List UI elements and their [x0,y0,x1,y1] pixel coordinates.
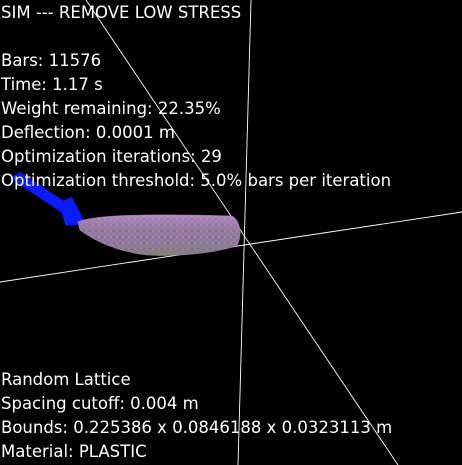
hud-title: SIM --- REMOVE LOW STRESS [1,1,241,25]
deflection-value: Deflection: 0.0001 m [1,123,175,142]
optimization-threshold: Optimization threshold: 5.0% bars per it… [1,171,392,190]
lattice-beam[interactable] [77,214,241,256]
spacing-cutoff: Spacing cutoff: 0.004 m [1,394,199,413]
force-arrow-icon [10,172,86,226]
axis-line-diagonal [85,0,399,465]
stats-panel: Bars: 11576 Time: 1.17 s Weight remainin… [1,49,391,193]
lattice-info-panel: Random Lattice Spacing cutoff: 0.004 m B… [1,368,392,464]
weight-remaining: Weight remaining: 22.35% [1,99,221,118]
axis-line-vertical [237,0,252,465]
optimization-iterations: Optimization iterations: 29 [1,147,222,166]
material-value: Material: PLASTIC [1,442,147,461]
lattice-type: Random Lattice [1,370,131,389]
time-value: Time: 1.17 s [1,75,103,94]
bounds-value: Bounds: 0.225386 x 0.0846188 x 0.0323113… [1,418,393,437]
sim-title: SIM --- REMOVE LOW STRESS [1,3,242,22]
bars-count: Bars: 11576 [1,51,102,70]
